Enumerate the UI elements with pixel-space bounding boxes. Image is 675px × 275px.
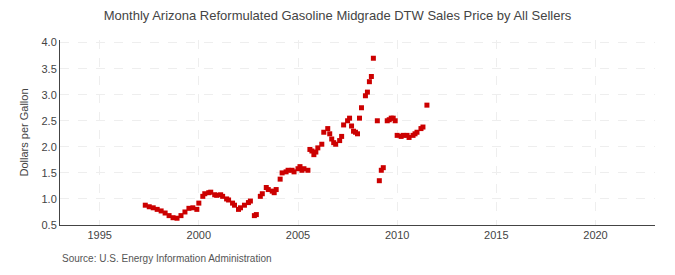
svg-text:2000: 2000: [187, 229, 211, 241]
svg-text:0.5: 0.5: [42, 219, 57, 231]
svg-text:Dollars per Gallon: Dollars per Gallon: [18, 88, 30, 176]
svg-text:2.0: 2.0: [42, 141, 57, 153]
svg-text:2015: 2015: [484, 229, 508, 241]
svg-text:3.5: 3.5: [42, 63, 57, 75]
svg-text:Source: U.S. Energy Informatio: Source: U.S. Energy Information Administ…: [62, 253, 272, 264]
svg-text:2.5: 2.5: [42, 115, 57, 127]
svg-text:3.0: 3.0: [42, 89, 57, 101]
svg-text:1.0: 1.0: [42, 193, 57, 205]
svg-text:2010: 2010: [385, 229, 409, 241]
svg-text:2005: 2005: [286, 229, 310, 241]
svg-text:2020: 2020: [583, 229, 607, 241]
svg-text:4.0: 4.0: [42, 36, 57, 48]
svg-text:Monthly Arizona Reformulated G: Monthly Arizona Reformulated Gasoline Mi…: [104, 8, 572, 23]
svg-text:1995: 1995: [87, 229, 111, 241]
svg-text:1.5: 1.5: [42, 167, 57, 179]
